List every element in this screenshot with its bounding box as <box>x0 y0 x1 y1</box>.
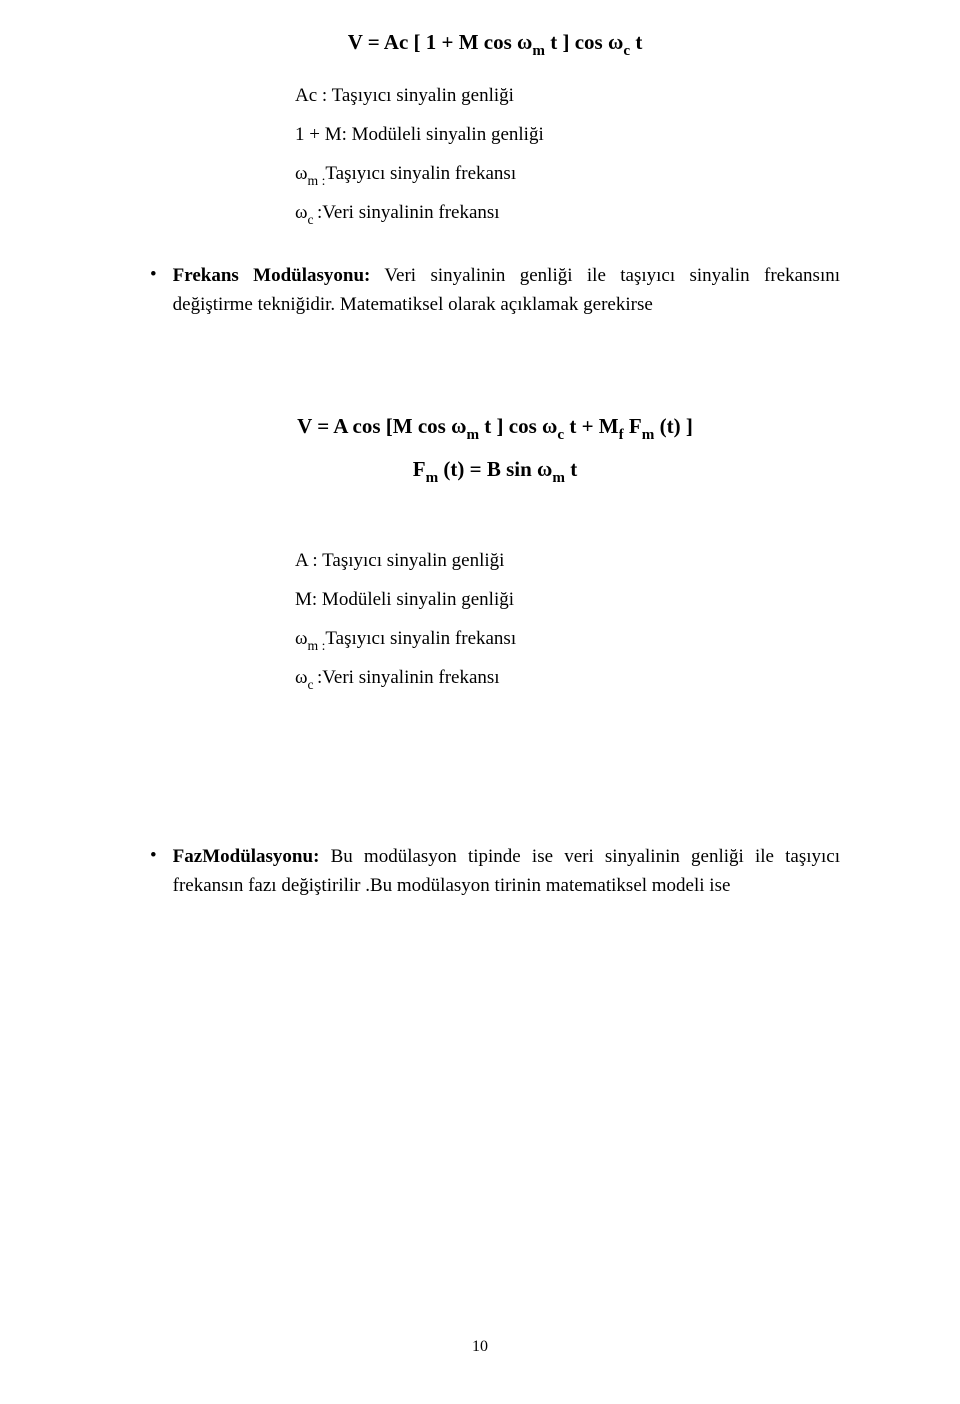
formula-2-part: t ] cos <box>479 414 542 438</box>
def-omega: ω <box>295 667 308 688</box>
bullet-icon: • <box>150 842 157 871</box>
formula-3-part: t <box>565 457 577 481</box>
def-omega: ω <box>295 163 308 184</box>
formula-2-omega: ω <box>542 414 557 438</box>
def-sub: c <box>308 677 318 692</box>
formula-1-sub: c <box>623 43 630 59</box>
bullet-faz: • FazModülasyonu: Bu modülasyon tipinde … <box>150 842 840 901</box>
def-line: 1 + M: Modüleli sinyalin genliği <box>295 116 840 155</box>
formula-1-part: V = Ac [ 1 + M cos <box>348 30 517 54</box>
def-line: Ac : Taşıyıcı sinyalin genliği <box>295 77 840 116</box>
formula-2-part: F <box>624 414 642 438</box>
formula-3-sub: m <box>426 470 439 486</box>
formula-1-omega: ω <box>608 30 623 54</box>
page-number: 10 <box>0 1338 960 1356</box>
def-line: ωc :Veri sinyalinin frekansı <box>295 659 840 698</box>
formula-3-part: (t) = B sin <box>438 457 537 481</box>
formula-1-part: t ] cos <box>545 30 608 54</box>
formula-2: V = A cos [M cos ωm t ] cos ωc t + Mf Fm… <box>150 414 840 443</box>
bullet-text: Frekans Modülasyonu: Veri sinyalinin gen… <box>173 261 840 320</box>
formula-3: Fm (t) = B sin ωm t <box>150 457 840 486</box>
page-content: V = Ac [ 1 + M cos ωm t ] cos ωc t Ac : … <box>150 30 840 901</box>
def-line: ωc :Veri sinyalinin frekansı <box>295 194 840 233</box>
formula-3-sub: m <box>552 470 565 486</box>
bullet-frekans: • Frekans Modülasyonu: Veri sinyalinin g… <box>150 261 840 320</box>
bullet-icon: • <box>150 261 157 290</box>
def-sub: m : <box>308 173 326 188</box>
def-omega: ω <box>295 628 308 649</box>
formula-2-sub: m <box>466 427 479 443</box>
definitions-2: A : Taşıyıcı sinyalin genliği M: Modülel… <box>295 542 840 698</box>
def-line: ωm :Taşıyıcı sinyalin frekansı <box>295 620 840 659</box>
def-sub: m : <box>308 638 326 653</box>
bullet-lead: Frekans Modülasyonu: <box>173 265 371 286</box>
def-omega: ω <box>295 202 308 223</box>
def-text: Taşıyıcı sinyalin frekansı <box>325 628 516 649</box>
formula-3-omega: ω <box>537 457 552 481</box>
formula-2-omega: ω <box>451 414 466 438</box>
formula-2-sub: m <box>642 427 655 443</box>
def-line: M: Modüleli sinyalin genliği <box>295 581 840 620</box>
formula-2-part: (t) ] <box>654 414 692 438</box>
def-text: Taşıyıcı sinyalin frekansı <box>325 163 516 184</box>
def-text: :Veri sinyalinin frekansı <box>317 667 500 688</box>
formula-1: V = Ac [ 1 + M cos ωm t ] cos ωc t <box>150 30 840 59</box>
bullet-lead: FazModülasyonu: <box>173 846 320 867</box>
formula-2-part: V = A cos [M cos <box>297 414 451 438</box>
formula-1-omega: ω <box>517 30 532 54</box>
formula-3-part: F <box>413 457 426 481</box>
def-line: ωm :Taşıyıcı sinyalin frekansı <box>295 155 840 194</box>
def-line: A : Taşıyıcı sinyalin genliği <box>295 542 840 581</box>
formula-1-part: t <box>630 30 642 54</box>
formula-1-sub: m <box>532 43 545 59</box>
def-sub: c <box>308 212 318 227</box>
formula-2-part: t + M <box>564 414 619 438</box>
def-text: :Veri sinyalinin frekansı <box>317 202 500 223</box>
formula-2-sub: f <box>619 427 624 443</box>
formula-2-sub: c <box>557 427 564 443</box>
definitions-1: Ac : Taşıyıcı sinyalin genliği 1 + M: Mo… <box>295 77 840 233</box>
bullet-text: FazModülasyonu: Bu modülasyon tipinde is… <box>173 842 840 901</box>
